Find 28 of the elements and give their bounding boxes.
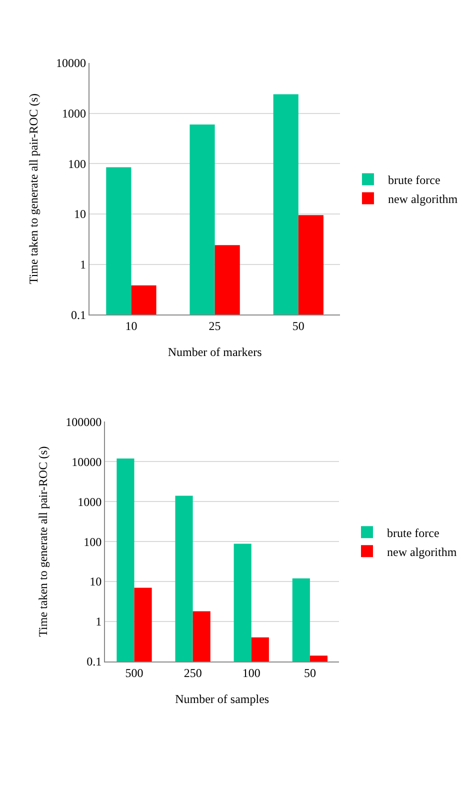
x-tick-label: 500 (125, 666, 144, 680)
x-axis-title: Number of markers (168, 344, 262, 359)
legend-label: brute force (388, 172, 440, 187)
x-tick-label: 25 (208, 318, 221, 333)
y-tick-label: 10000 (72, 454, 102, 469)
y-tick-label: 1000 (62, 106, 86, 121)
y-tick-label: 0.1 (86, 654, 102, 669)
y-tick-label: 100 (68, 156, 86, 171)
x-tick-label: 250 (184, 666, 202, 680)
y-axis-title: Time taken to generate all pair-ROC (s) (36, 446, 50, 637)
y-tick-label: 0.1 (71, 308, 86, 322)
x-axis-title: Number of samples (175, 692, 270, 706)
legend-label: new algorithm (388, 192, 458, 206)
y-axis-title: Time taken to generate all pair-ROC (s) (26, 93, 40, 284)
y-tick-label: 1 (80, 257, 86, 272)
y-tick-label: 10 (74, 207, 86, 222)
y-tick-label: 100000 (66, 414, 102, 429)
y-tick-label: 1 (96, 614, 102, 629)
x-tick-label: 50 (292, 318, 304, 333)
y-tick-label: 1000 (78, 494, 102, 509)
x-tick-label: 50 (304, 666, 316, 680)
x-tick-label: 10 (125, 318, 138, 333)
x-tick-label: 100 (242, 666, 260, 680)
legend-label: brute force (387, 526, 440, 540)
y-tick-label: 100 (84, 534, 102, 549)
y-tick-label: 10 (90, 574, 102, 589)
legend-label: new algorithm (387, 544, 458, 559)
y-tick-label: 10000 (56, 56, 86, 70)
